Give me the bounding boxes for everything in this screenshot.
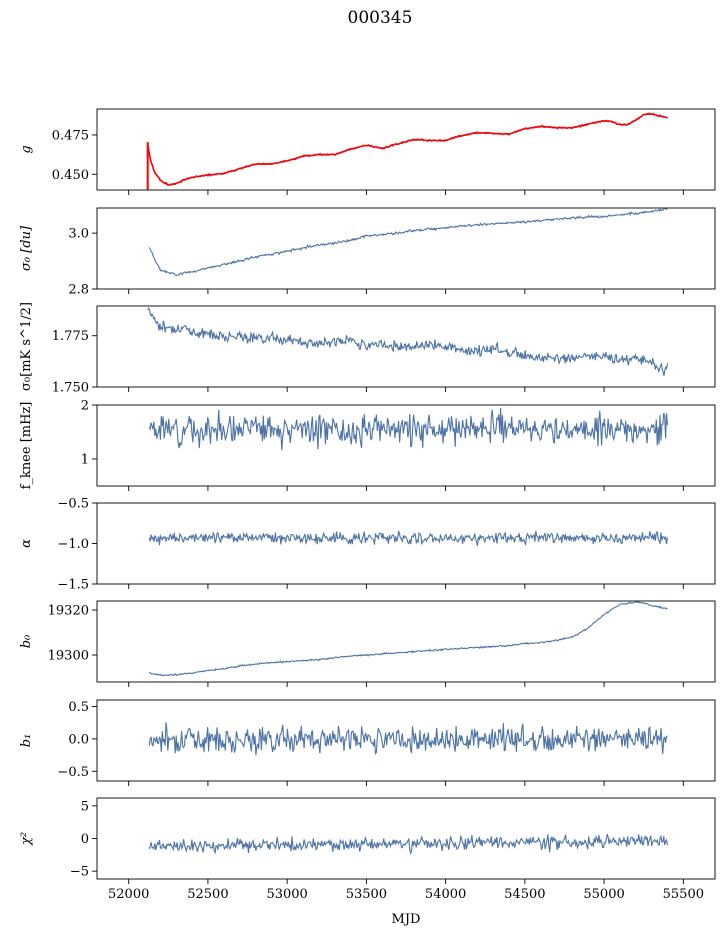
x-tick-label: 55000	[583, 887, 624, 902]
series-group	[148, 208, 668, 276]
series-group	[148, 530, 669, 547]
series-line	[148, 834, 669, 855]
panel-2: 2.8 3.0 σ₀ [du]	[19, 207, 716, 298]
series-group	[147, 307, 669, 376]
series-line	[148, 722, 668, 756]
series-group	[148, 722, 668, 756]
y-tick-label: 0.450	[52, 168, 89, 183]
y-tick-label: 1.750	[52, 381, 89, 396]
y-axis-label: g	[19, 145, 34, 153]
figure-title: 000345	[348, 8, 413, 28]
series-group	[148, 407, 669, 451]
y-axis-label: σ₀[mK s^1/2]	[19, 302, 34, 391]
panel-6: 19300 19320 b₀	[19, 600, 716, 687]
panel-7: −0.5 0.0 0.5 b₁	[19, 699, 716, 786]
y-tick-label: 5	[81, 799, 89, 814]
y-axis-label: α	[19, 539, 34, 548]
x-tick-label: 54500	[504, 887, 545, 902]
panel-3: 1.750 1.775 σ₀[mK s^1/2]	[19, 302, 716, 396]
series-group	[146, 112, 668, 190]
series-line	[148, 530, 669, 547]
series-line	[148, 407, 669, 451]
panel-frame	[96, 108, 716, 191]
y-tick-label: −5	[70, 865, 89, 880]
y-tick-label: 19320	[48, 604, 89, 619]
panel-frame	[96, 305, 716, 388]
x-tick-label: 54000	[425, 887, 466, 902]
panel-4: 1 2 f_knee [mHz]	[19, 399, 716, 491]
series-group	[148, 834, 669, 855]
y-tick-label: 1.775	[52, 329, 89, 344]
fit-line	[146, 112, 668, 186]
panel-frame	[96, 699, 716, 782]
y-tick-label: 2.8	[68, 283, 89, 298]
panel-frame	[96, 600, 716, 683]
x-tick-label: 53000	[266, 887, 307, 902]
y-tick-label: 19300	[48, 649, 89, 664]
panel-frame	[96, 207, 716, 290]
y-tick-label: −1.0	[57, 537, 89, 552]
series-group	[148, 601, 668, 677]
panels: 0.450 0.475 g 2.8 3.0 σ₀ [du] 1.750 1.775 σ₀[mK …	[19, 108, 716, 902]
panel-frame	[96, 404, 716, 487]
y-tick-label: 1	[81, 453, 89, 468]
series-line	[148, 208, 668, 276]
panel-5: −1.5 −1.0 −0.5 α	[19, 497, 716, 593]
y-tick-label: −1.5	[57, 578, 89, 593]
y-axis-label: b₁	[19, 734, 34, 748]
y-tick-label: 0	[81, 832, 89, 847]
y-tick-label: 2	[81, 399, 89, 414]
panel-frame	[96, 797, 716, 880]
x-tick-label: 55500	[663, 887, 704, 902]
panel-8: −5 0 5 52000 52500 53000 53500 54000 54500 55000 5…	[19, 797, 716, 902]
series-line	[147, 307, 669, 376]
y-tick-label: 0.475	[52, 128, 89, 143]
y-tick-label: 0.0	[68, 732, 89, 747]
x-tick-label: 53500	[346, 887, 387, 902]
y-tick-label: 3.0	[68, 227, 89, 242]
series-line	[148, 601, 668, 677]
x-tick-label: 52000	[108, 887, 149, 902]
panel-1: 0.450 0.475 g	[19, 108, 716, 195]
y-tick-label: −0.5	[57, 765, 89, 780]
y-axis-label: σ₀ [du]	[19, 225, 34, 271]
y-tick-label: −0.5	[57, 497, 89, 512]
y-axis-label: b₀	[19, 634, 34, 648]
y-tick-label: 0.5	[68, 700, 89, 715]
y-axis-label: f_knee [mHz]	[19, 402, 34, 490]
x-tick-label: 52500	[187, 887, 228, 902]
y-axis-label: χ²	[19, 832, 34, 846]
x-axis-label: MJD	[392, 912, 421, 927]
